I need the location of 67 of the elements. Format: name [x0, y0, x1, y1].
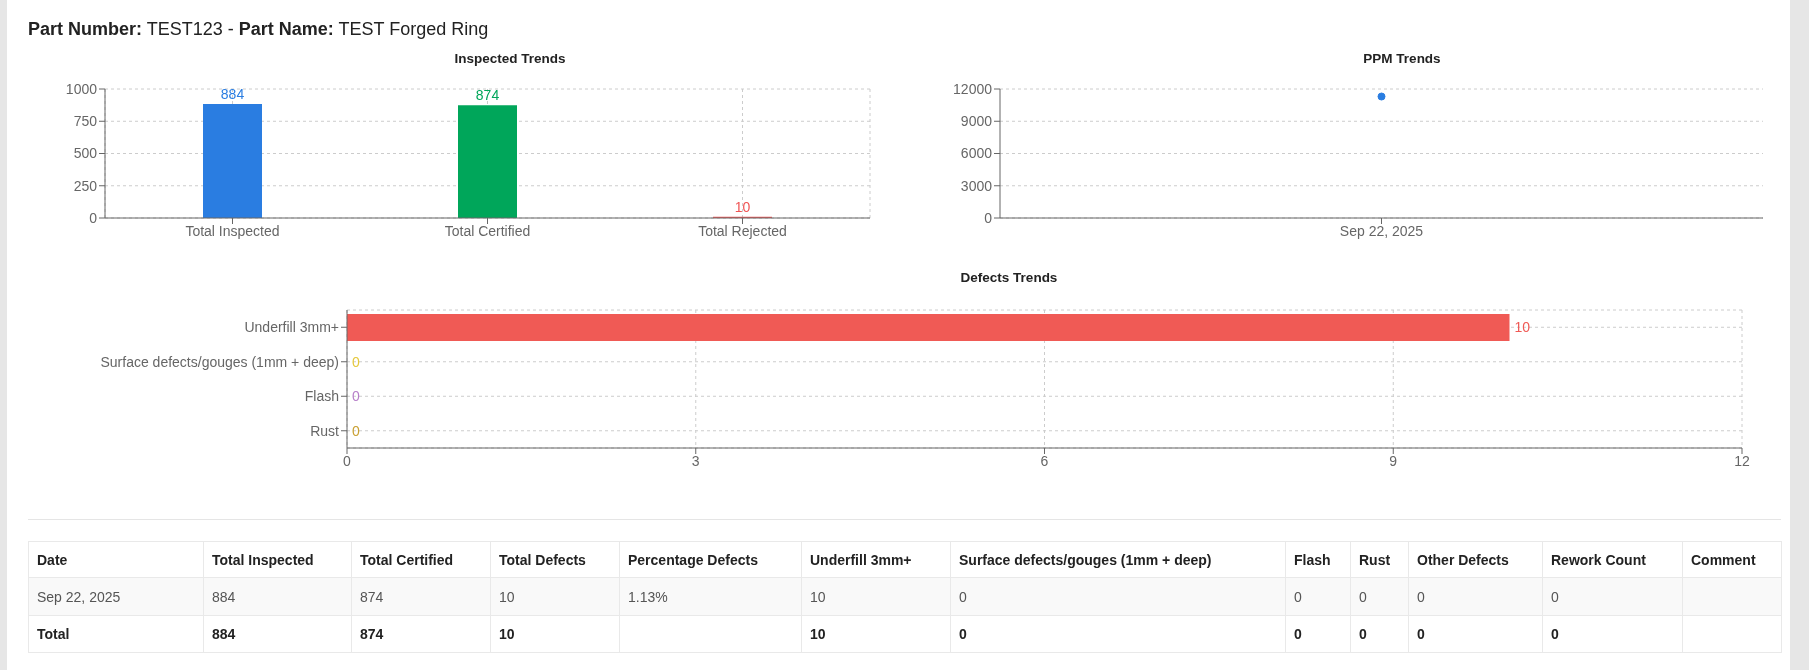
y-tick-label: 0 [984, 209, 993, 226]
category-label: Rust [1359, 551, 1391, 568]
category-label: Total Certified [360, 551, 454, 568]
text: 0 [1294, 626, 1302, 642]
x-tick-label: 6 [1040, 452, 1049, 469]
category-label: Flash [1294, 551, 1331, 568]
text: 10 [810, 626, 826, 642]
text: 0 [1417, 626, 1425, 642]
text: 10 [499, 626, 515, 642]
text: 884 [220, 85, 245, 102]
y-tick-label: 500 [73, 145, 98, 162]
y-tick-label: 6000 [960, 145, 993, 162]
y-tick-label: Surface defects/gouges (1mm + deep) [100, 353, 339, 370]
text: Sep 22, 2025 [37, 588, 121, 605]
chart-title: Inspected Trends [454, 51, 566, 66]
y-tick-label: 9000 [960, 113, 993, 130]
x-tick-label: Total Inspected [185, 222, 280, 239]
x-tick-label: 12 [1734, 452, 1750, 469]
y-tick-label: Underfill 3mm+ [244, 319, 339, 336]
y-tick-label: 3000 [960, 177, 993, 194]
chart-title: Defects Trends [960, 270, 1058, 285]
category-label: Total Defects [499, 551, 586, 568]
text: 0 [1359, 626, 1367, 642]
text: TEST123 - [146, 19, 234, 39]
text: 0 [1294, 588, 1302, 605]
text: 10 [499, 588, 515, 605]
x-tick-label: Total Certified [444, 222, 531, 239]
data-label: 0 [352, 353, 360, 370]
text: Part Name: [238, 19, 334, 39]
text: 0 [1359, 588, 1367, 605]
x-tick-label: 9 [1389, 452, 1398, 469]
y-tick-label: 750 [73, 113, 98, 130]
text: TEST Forged Ring [338, 19, 489, 39]
data-label: 10 [1514, 319, 1531, 336]
category-label: Comment [1691, 551, 1756, 568]
text: 0 [1551, 626, 1559, 642]
text: 874 [475, 87, 500, 104]
data-label: 874 [351, 577, 491, 616]
category-label: Percentage Defects [628, 551, 758, 568]
text: Part Number: [28, 19, 143, 39]
y-tick-label: 250 [73, 177, 98, 194]
y-tick-label: Flash [304, 388, 339, 405]
category-label: Total Inspected [212, 551, 314, 568]
category-label: Other Defects [1417, 551, 1509, 568]
y-tick-label: 12000 [953, 80, 993, 97]
text: 0 [1417, 588, 1425, 605]
category-label: Rework Count [1551, 551, 1646, 568]
text: 10 [734, 198, 751, 215]
chart-title: PPM Trends [1363, 51, 1441, 66]
y-tick-label: Rust [310, 422, 340, 439]
x-tick-label: 0 [343, 452, 352, 469]
category-label: Underfill 3mm+ [810, 551, 912, 568]
data-label: 10 [801, 577, 951, 616]
data-label: 0 [352, 422, 360, 439]
y-tick-label: 1000 [65, 80, 98, 97]
text: 874 [360, 626, 384, 642]
x-tick-label: Total Rejected [698, 222, 787, 239]
text: 0 [1551, 588, 1559, 605]
category-label: Date [37, 551, 68, 568]
x-tick-label: 3 [691, 452, 700, 469]
text: 1.13% [628, 588, 668, 605]
x-tick-label: Sep 22, 2025 [1339, 222, 1424, 239]
data-label: 884 [203, 577, 352, 616]
text: 884 [212, 626, 236, 642]
y-tick-label: 0 [89, 209, 98, 226]
text: Total [37, 626, 70, 642]
data-label: 0 [352, 388, 360, 405]
